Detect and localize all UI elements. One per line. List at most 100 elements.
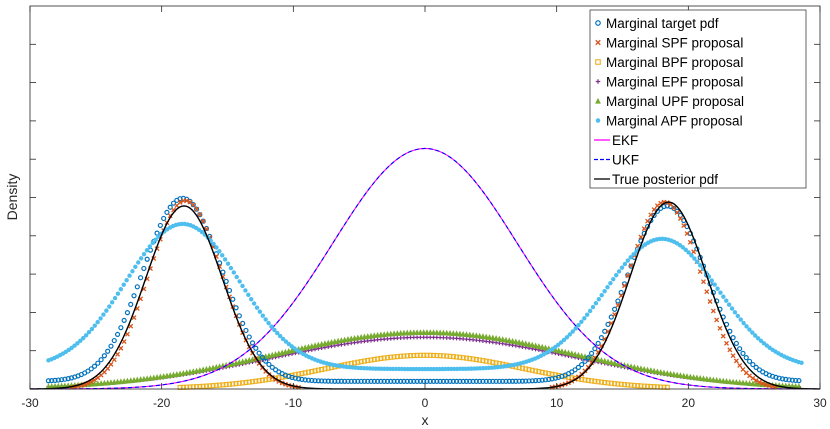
data-point xyxy=(130,269,135,274)
data-point xyxy=(483,333,490,340)
data-point xyxy=(335,378,341,384)
data-point xyxy=(141,251,147,257)
data-point xyxy=(750,330,755,335)
data-point xyxy=(150,240,155,246)
data-point xyxy=(237,279,242,284)
data-point xyxy=(726,302,732,307)
data-point xyxy=(616,269,622,274)
data-point xyxy=(243,288,248,293)
data-point xyxy=(447,353,453,359)
data-point xyxy=(529,341,536,348)
legend-box xyxy=(589,9,807,189)
data-point xyxy=(799,360,804,366)
data-point xyxy=(746,358,753,364)
data-point xyxy=(631,364,638,370)
data-point xyxy=(263,358,269,364)
data-point xyxy=(628,382,634,388)
data-point xyxy=(680,245,686,250)
data-point xyxy=(230,381,236,387)
data-point xyxy=(118,325,124,331)
data-point xyxy=(223,382,229,388)
data-point xyxy=(576,322,581,328)
data-point xyxy=(567,332,573,337)
data-point xyxy=(345,378,351,384)
data-point xyxy=(619,265,625,270)
data-point xyxy=(467,356,473,362)
data-point xyxy=(351,378,358,384)
data-point xyxy=(779,376,786,382)
data-point xyxy=(315,367,321,373)
data-point xyxy=(101,353,107,359)
data-point xyxy=(424,378,430,384)
data-point xyxy=(598,379,604,385)
data-point xyxy=(259,354,265,360)
data-point xyxy=(496,378,502,384)
data-point xyxy=(582,316,587,321)
x-axis-label: x xyxy=(422,412,429,428)
data-point xyxy=(737,363,743,368)
data-point xyxy=(733,379,740,385)
data-point xyxy=(49,377,55,384)
data-point xyxy=(91,363,98,369)
data-point xyxy=(605,380,611,386)
data-point xyxy=(638,383,644,389)
data-point xyxy=(793,377,799,384)
data-point xyxy=(319,366,325,373)
data-point xyxy=(589,360,595,366)
data-point xyxy=(45,378,52,384)
data-point xyxy=(695,259,700,265)
data-point xyxy=(568,350,575,357)
legend-label: EKF xyxy=(612,133,638,148)
data-point xyxy=(263,317,268,322)
data-point xyxy=(674,210,680,216)
data-point xyxy=(138,256,144,261)
data-point xyxy=(756,379,762,385)
data-point xyxy=(398,353,404,359)
data-point xyxy=(735,313,741,319)
data-point xyxy=(689,253,694,258)
data-point xyxy=(454,354,460,360)
data-point xyxy=(55,377,61,383)
data-point xyxy=(579,319,584,324)
data-point xyxy=(741,320,746,326)
data-point xyxy=(602,289,607,294)
data-point xyxy=(384,378,391,384)
data-point xyxy=(536,369,542,375)
data-point xyxy=(228,265,234,271)
data-point xyxy=(509,378,516,384)
data-point xyxy=(105,348,111,354)
data-point xyxy=(753,364,759,370)
data-point xyxy=(127,273,132,278)
data-point xyxy=(631,382,637,388)
data-point xyxy=(424,329,430,335)
data-point xyxy=(628,263,634,269)
data-point xyxy=(170,200,177,206)
data-point xyxy=(710,376,717,383)
data-point xyxy=(592,346,598,352)
data-point xyxy=(555,347,562,354)
data-point xyxy=(431,352,437,358)
data-point xyxy=(355,359,361,365)
data-point xyxy=(615,381,621,387)
data-point xyxy=(463,355,470,361)
data-point xyxy=(593,301,599,306)
data-point xyxy=(522,340,529,347)
data-point xyxy=(217,249,222,254)
data-point xyxy=(512,338,519,345)
data-point xyxy=(539,377,545,383)
data-point xyxy=(75,341,80,346)
data-point xyxy=(750,375,756,381)
data-point xyxy=(575,364,581,370)
series-marginal-upf-proposal xyxy=(45,329,802,390)
data-point xyxy=(700,375,707,382)
data-point xyxy=(453,330,460,337)
data-point xyxy=(371,378,377,384)
data-point xyxy=(562,348,569,355)
data-point xyxy=(740,366,746,372)
data-point xyxy=(542,344,549,351)
data-point xyxy=(417,378,423,384)
data-point xyxy=(414,329,420,336)
data-point xyxy=(361,358,367,364)
data-point xyxy=(599,293,604,298)
data-point xyxy=(434,378,440,384)
